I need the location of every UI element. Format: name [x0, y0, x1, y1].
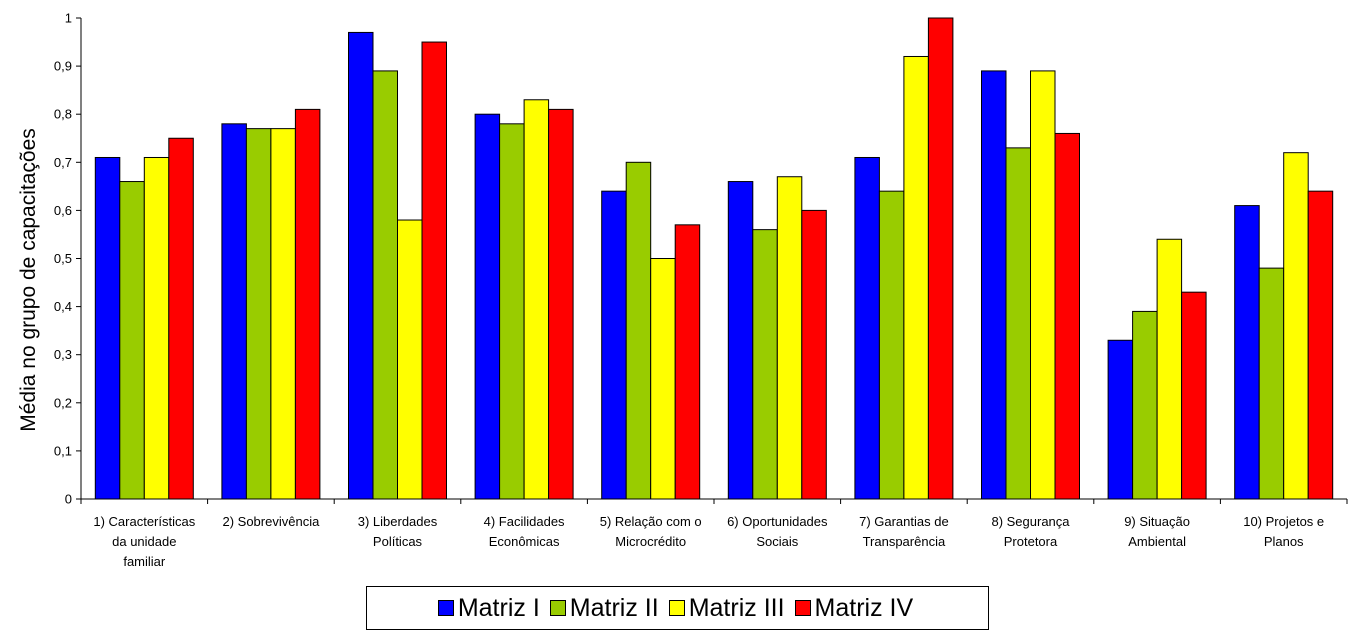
x-category-label: 6) Oportunidades Sociais — [727, 514, 828, 549]
bar-matriz-iii-cat-1 — [143, 156, 170, 500]
legend-swatch — [437, 600, 454, 616]
legend-swatch — [794, 600, 811, 616]
x-category-label: 8) Segurança Protetora — [991, 514, 1070, 549]
bar-matriz-i-cat-7 — [854, 156, 880, 500]
bar-matriz-i-cat-8 — [981, 70, 1007, 500]
bar-matriz-i-cat-5 — [601, 190, 627, 500]
bar-matriz-ii-cat-1 — [119, 181, 145, 500]
y-tick-label: 0,3 — [54, 347, 72, 362]
y-tick-label: 0,9 — [54, 59, 72, 74]
bar-matriz-i-cat-2 — [221, 123, 247, 500]
bar-matriz-iii-cat-8 — [1030, 70, 1056, 500]
x-category-label: 2) Sobrevivência — [222, 514, 320, 529]
y-tick-label: 0,6 — [54, 203, 72, 218]
bar-matriz-iii-cat-3 — [397, 219, 423, 500]
bar-matriz-ii-cat-5 — [625, 161, 652, 500]
legend-item-matriz-iii: Matriz III — [668, 593, 785, 623]
bars-group — [94, 17, 1334, 500]
bar-matriz-ii-cat-3 — [372, 70, 398, 500]
bar-matriz-iv-cat-7 — [927, 17, 954, 500]
bar-matriz-iv-cat-10 — [1307, 190, 1334, 500]
bar-matriz-i-cat-10 — [1234, 205, 1260, 500]
bar-matriz-iv-cat-6 — [801, 209, 827, 500]
legend-swatch — [668, 600, 685, 616]
bar-matriz-i-cat-6 — [727, 181, 754, 500]
bar-matriz-i-cat-4 — [474, 113, 501, 500]
legend-label: Matriz IV — [814, 593, 914, 622]
bar-matriz-iii-cat-7 — [903, 55, 929, 500]
x-category-label: 9) Situação Ambiental — [1124, 514, 1190, 549]
y-ticks-group: 0 0,1 0,2 0,3 0,4 0,5 0,6 0,7 0,8 0,9 1 — [54, 11, 81, 507]
bar-matriz-i-cat-9 — [1107, 339, 1134, 500]
y-tick-label: 0,8 — [54, 107, 72, 122]
x-category-label: 7) Garantias de Transparência — [859, 514, 949, 549]
bar-matriz-iv-cat-3 — [421, 41, 447, 500]
bar-matriz-iv-cat-1 — [168, 137, 194, 500]
x-category-label: 4) Facilidades Econômicas — [484, 514, 565, 549]
legend: Matriz I Matriz II Matriz III Matriz IV — [366, 586, 989, 630]
legend-label: Matriz I — [457, 593, 540, 622]
bar-matriz-iii-cat-10 — [1283, 152, 1309, 500]
x-category-label: 1) Características da unidade familiar — [93, 514, 195, 569]
bar-matriz-ii-cat-8 — [1005, 147, 1031, 500]
bar-matriz-iii-cat-5 — [650, 258, 676, 500]
bar-matriz-ii-cat-10 — [1258, 267, 1285, 500]
legend-swatch — [549, 600, 566, 616]
bar-matriz-iv-cat-2 — [294, 108, 321, 500]
y-tick-label: 0 — [65, 492, 72, 507]
bar-matriz-ii-cat-6 — [752, 229, 778, 500]
bar-matriz-iv-cat-8 — [1054, 132, 1080, 500]
legend-label: Matriz III — [688, 593, 785, 622]
x-category-label: 10) Projetos e Planos — [1243, 514, 1324, 549]
bar-matriz-ii-cat-4 — [499, 123, 525, 500]
bar-matriz-iv-cat-9 — [1181, 291, 1207, 500]
legend-label: Matriz II — [569, 593, 659, 622]
y-tick-label: 0,5 — [54, 251, 72, 266]
bar-matriz-iii-cat-2 — [270, 128, 296, 500]
bar-matriz-ii-cat-7 — [878, 190, 905, 500]
y-tick-label: 0,1 — [54, 443, 72, 458]
bar-matriz-ii-cat-9 — [1132, 310, 1158, 500]
bar-matriz-i-cat-3 — [348, 31, 374, 500]
bar-matriz-iii-cat-9 — [1156, 238, 1183, 500]
y-tick-label: 0,4 — [54, 299, 72, 314]
bar-matriz-i-cat-1 — [94, 156, 121, 500]
legend-item-matriz-i: Matriz I — [437, 593, 540, 623]
bar-matriz-iv-cat-4 — [548, 108, 574, 500]
bar-matriz-iii-cat-4 — [523, 99, 550, 500]
y-tick-label: 0,2 — [54, 395, 72, 410]
y-tick-label: 1 — [65, 11, 72, 26]
legend-item-matriz-ii: Matriz II — [549, 593, 659, 623]
legend-item-matriz-iv: Matriz IV — [794, 593, 914, 623]
x-category-label: 3) Liberdades Políticas — [358, 514, 438, 549]
x-labels-group: 1) Características da unidade familiar 2) S… — [93, 514, 1324, 569]
bar-matriz-ii-cat-2 — [245, 128, 272, 500]
bar-matriz-iv-cat-5 — [674, 224, 701, 500]
y-axis-label: Média no grupo de capacitações — [17, 128, 40, 432]
x-category-label: 5) Relação com o Microcrédito — [600, 514, 702, 549]
bar-matriz-iii-cat-6 — [776, 176, 803, 500]
y-tick-label: 0,7 — [54, 155, 72, 170]
